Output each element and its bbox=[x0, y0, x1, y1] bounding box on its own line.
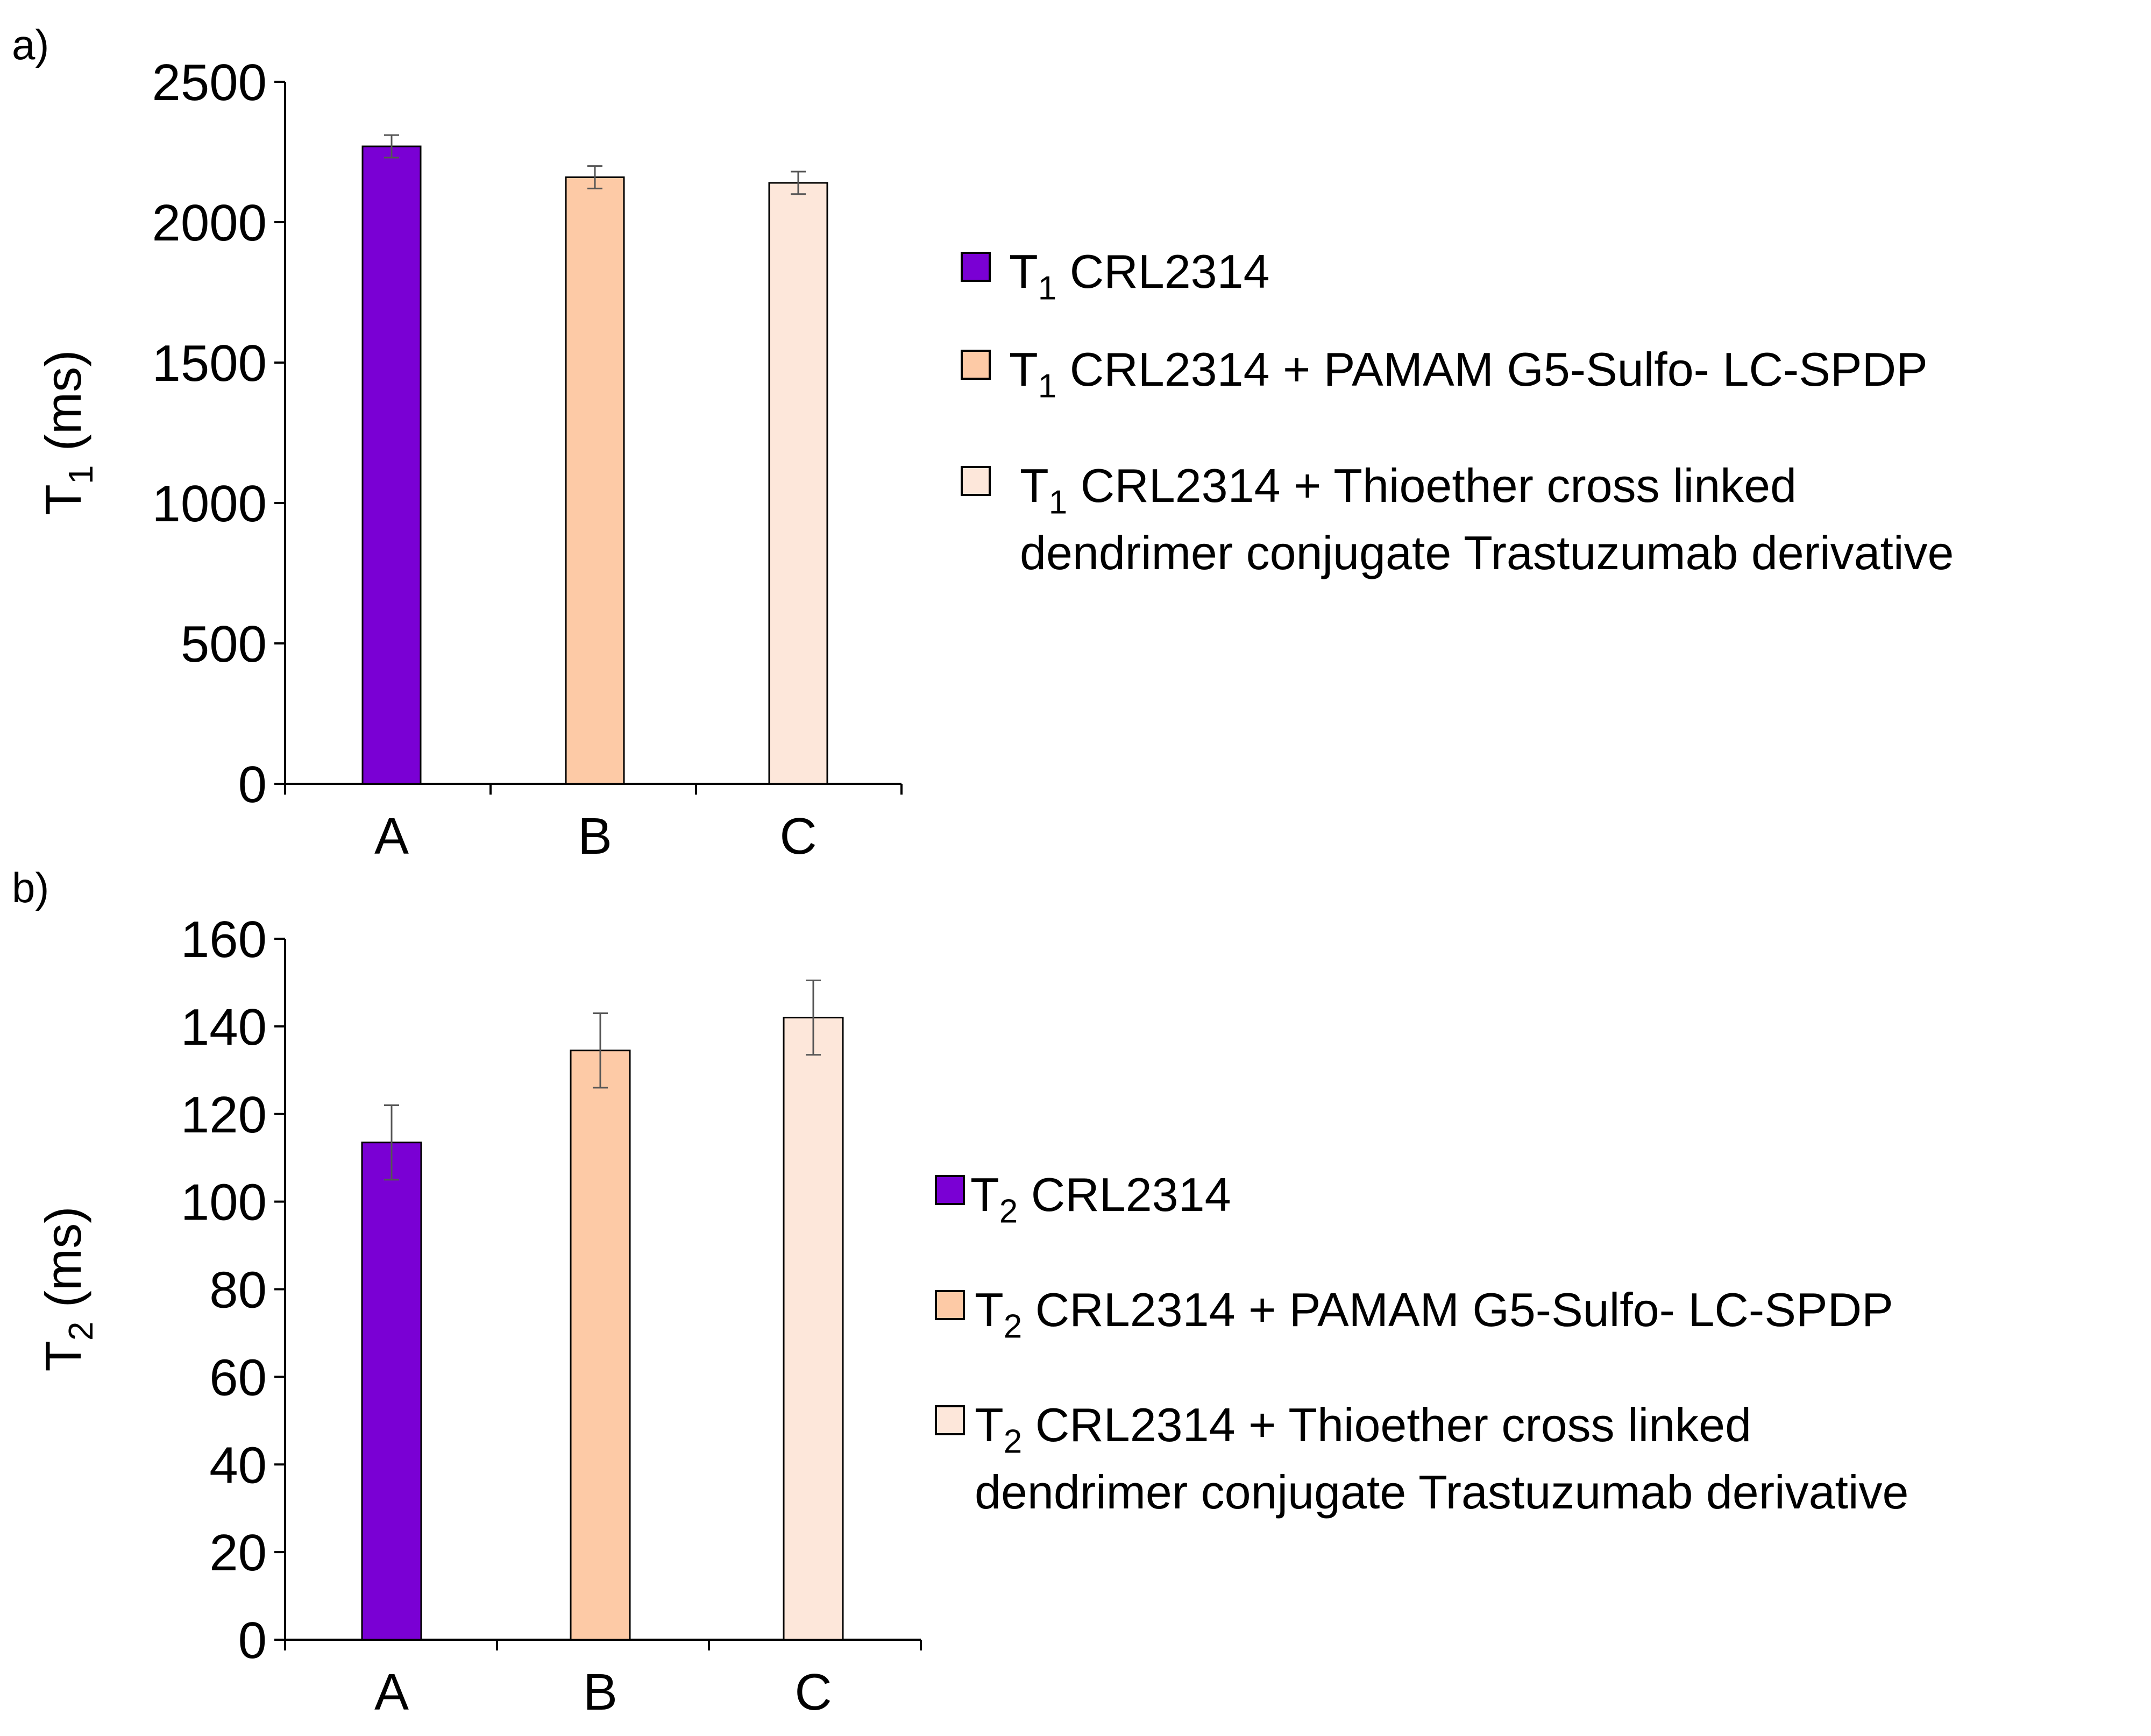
y-tick-label: 20 bbox=[209, 1524, 267, 1582]
legend-item-b-1: T2 CRL2314 bbox=[935, 1165, 1231, 1232]
x-tick-label: C bbox=[794, 1663, 832, 1721]
bar-a bbox=[361, 1142, 422, 1641]
y-tick-label: 100 bbox=[181, 1174, 267, 1231]
x-tick-label: A bbox=[374, 807, 409, 865]
y-tick-label: 140 bbox=[181, 998, 267, 1056]
legend-item-a-2: T1 CRL2314 + PAMAM G5-Sulfo- LC-SPDP bbox=[961, 340, 1928, 407]
legend-swatch bbox=[961, 350, 991, 380]
legend-item-a-1: T1 CRL2314 bbox=[961, 242, 1270, 309]
y-tick-label: 2500 bbox=[152, 54, 267, 111]
y-tick-label: 1500 bbox=[152, 335, 267, 392]
bar-b bbox=[565, 176, 625, 785]
y-tick-label: 0 bbox=[238, 1612, 267, 1669]
legend-item-b-2: T2 CRL2314 + PAMAM G5-Sulfo- LC-SPDP bbox=[935, 1280, 1893, 1348]
legend-item-a-3: T1 CRL2314 + Thioether cross linked dendr… bbox=[961, 456, 1954, 583]
y-tick-label: 40 bbox=[209, 1436, 267, 1494]
x-tick-label: A bbox=[374, 1663, 409, 1721]
x-tick-label: C bbox=[779, 807, 817, 865]
bar-c bbox=[768, 182, 828, 785]
legend-swatch bbox=[935, 1290, 965, 1320]
y-tick-label: 1000 bbox=[152, 475, 267, 533]
bar-a bbox=[361, 145, 422, 785]
x-tick-label: B bbox=[583, 1663, 617, 1721]
panel-label-a: a) bbox=[12, 21, 49, 68]
bar-c bbox=[783, 1017, 844, 1641]
y-tick-label: 80 bbox=[209, 1262, 267, 1319]
y-tick-label: 500 bbox=[181, 615, 267, 673]
panel-label-b: b) bbox=[12, 864, 49, 911]
y-tick-label: 0 bbox=[238, 756, 267, 813]
legend-swatch bbox=[961, 252, 991, 282]
y-tick-label: 2000 bbox=[152, 194, 267, 252]
y-tick-label: 60 bbox=[209, 1349, 267, 1406]
y-tick-label: 120 bbox=[181, 1086, 267, 1144]
y-axis-label: T2 (ms) bbox=[35, 1206, 100, 1371]
legend-item-b-3: T2 CRL2314 + Thioether cross linked dendr… bbox=[935, 1395, 1908, 1522]
legend-swatch bbox=[961, 466, 991, 496]
legend-swatch bbox=[935, 1405, 965, 1435]
bar-b bbox=[570, 1050, 631, 1641]
y-axis-label: T1 (ms) bbox=[35, 350, 100, 515]
y-tick-label: 160 bbox=[181, 911, 267, 968]
x-tick-label: B bbox=[578, 807, 612, 865]
legend-swatch bbox=[935, 1175, 965, 1205]
